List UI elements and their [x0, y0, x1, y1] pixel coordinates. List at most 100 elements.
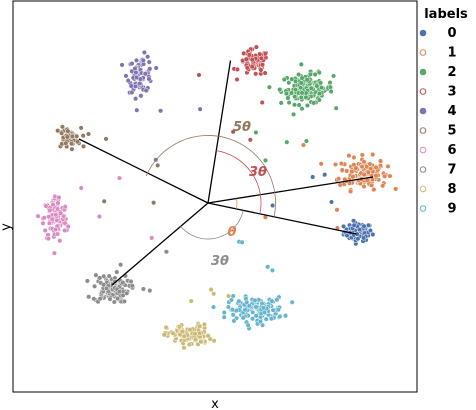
outlier-point-label-3 [196, 72, 202, 78]
data-point-label-1 [359, 164, 365, 170]
legend-marker-5 [419, 127, 427, 134]
data-point-label-2 [292, 94, 298, 100]
data-point-label-1 [344, 168, 350, 174]
data-point-label-2 [318, 80, 324, 86]
data-point-label-4 [134, 107, 140, 113]
data-point-label-1 [387, 173, 393, 179]
data-point-label-4 [132, 65, 138, 72]
data-point-label-9 [242, 307, 248, 313]
data-point-label-3 [246, 52, 252, 58]
data-point-label-2 [266, 84, 272, 90]
data-point-label-2 [317, 90, 323, 97]
points-layer [35, 44, 399, 351]
data-point-label-2 [304, 102, 310, 109]
data-point-label-6 [51, 250, 57, 256]
outlier-point-label-8 [208, 287, 214, 293]
angle-label-1: 3θ [249, 165, 267, 180]
data-point-label-4 [132, 83, 139, 89]
data-point-label-8 [186, 341, 192, 347]
data-point-label-6 [57, 238, 63, 244]
data-point-label-3 [257, 51, 263, 57]
outlier-point-label-7 [163, 249, 169, 255]
legend-marker-8 [419, 185, 427, 193]
data-point-label-5 [55, 128, 61, 134]
data-point-label-2 [299, 106, 305, 112]
data-point-label-5 [65, 128, 71, 134]
data-point-label-5 [64, 134, 70, 140]
data-point-label-4 [153, 65, 159, 71]
outlier-point-label-5 [155, 162, 161, 168]
data-point-label-7 [120, 280, 126, 286]
outlier-point-label-0 [328, 199, 335, 205]
legend-label-6: 6 [447, 143, 456, 158]
data-point-label-4 [146, 76, 152, 82]
data-point-label-1 [365, 169, 371, 175]
data-point-label-1 [371, 187, 377, 193]
data-point-label-1 [359, 152, 365, 158]
outlier-point-label-4 [133, 96, 139, 102]
data-point-label-1 [377, 158, 384, 164]
data-point-label-4 [123, 73, 129, 79]
data-point-label-1 [349, 169, 355, 175]
outlier-point-label-2 [284, 139, 290, 145]
legend-title: labels [424, 7, 468, 22]
data-point-label-6 [35, 213, 41, 219]
data-point-label-3 [253, 44, 259, 50]
data-point-label-3 [249, 64, 255, 70]
data-point-label-9 [244, 299, 250, 305]
data-point-label-9 [253, 304, 259, 310]
data-point-label-6 [53, 226, 59, 232]
data-point-label-9 [252, 297, 258, 304]
data-point-label-8 [192, 331, 198, 337]
data-point-label-6 [50, 202, 56, 208]
data-point-label-1 [336, 176, 342, 182]
data-point-label-3 [244, 65, 250, 71]
rays-layer [78, 60, 374, 286]
angle-label-3: 3θ [211, 254, 229, 269]
data-point-label-3 [259, 62, 266, 68]
data-point-label-2 [292, 78, 299, 84]
data-point-label-1 [361, 171, 367, 178]
data-point-label-9 [260, 305, 266, 311]
data-point-label-2 [298, 94, 304, 101]
ray-line-2 [207, 60, 232, 204]
outlier-point-label-0 [310, 174, 316, 180]
data-point-label-2 [292, 87, 299, 93]
data-point-label-1 [393, 186, 399, 192]
data-point-label-2 [331, 73, 337, 79]
legend-marker-6 [419, 146, 427, 154]
plot-frame [12, 0, 418, 393]
outlier-point-label-2 [303, 138, 309, 144]
data-point-label-1 [351, 154, 357, 161]
data-point-label-0 [351, 222, 357, 228]
data-point-label-9 [257, 319, 263, 325]
outlier-point-label-9 [269, 267, 275, 273]
data-point-label-7 [92, 283, 98, 289]
data-point-label-8 [181, 345, 187, 351]
ray-line-0 [207, 176, 374, 204]
data-point-label-6 [41, 215, 47, 221]
data-point-label-4 [142, 71, 148, 77]
data-point-label-2 [291, 102, 298, 108]
data-point-label-7 [121, 298, 127, 304]
data-point-label-2 [327, 84, 333, 90]
legend-label-4: 4 [447, 104, 456, 119]
ray-line-4 [111, 202, 209, 286]
data-point-label-1 [382, 173, 388, 179]
outlier-point-label-5 [151, 200, 157, 206]
legend-label-8: 8 [447, 182, 456, 197]
data-point-label-5 [59, 124, 65, 130]
legend-marker-3 [419, 88, 427, 95]
outlier-point-label-2 [262, 157, 268, 163]
legend-label-2: 2 [447, 65, 456, 80]
data-point-label-9 [246, 303, 252, 309]
data-point-label-1 [332, 161, 339, 167]
outlier-point-label-4 [158, 108, 164, 114]
legend-marker-0 [419, 29, 427, 37]
outlier-point-label-7 [140, 286, 146, 292]
data-point-label-9 [275, 307, 281, 313]
data-point-label-7 [115, 296, 121, 302]
data-point-label-2 [316, 70, 322, 76]
outlier-point-label-5 [103, 136, 109, 142]
data-point-label-9 [261, 309, 267, 315]
